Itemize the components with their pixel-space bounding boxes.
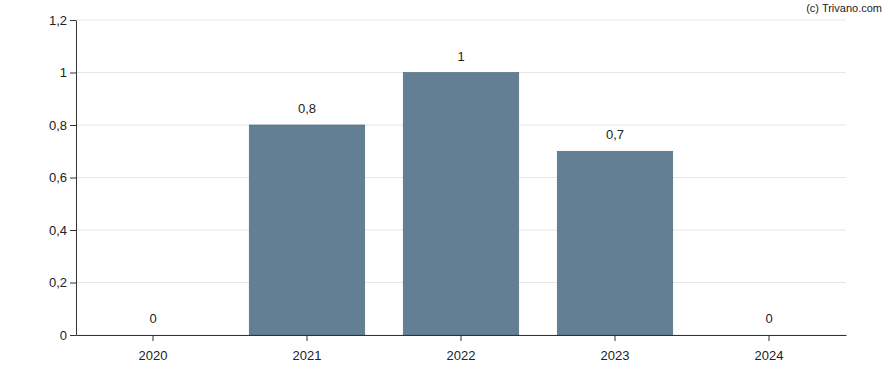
tick-mark bbox=[70, 178, 76, 179]
tick-mark bbox=[70, 125, 76, 126]
data-label: 0 bbox=[765, 311, 772, 326]
annotation: (c) Trivano.com bbox=[806, 2, 882, 14]
data-label: 0,8 bbox=[298, 101, 316, 116]
tick-mark bbox=[153, 335, 154, 341]
tick-label: 0,6 bbox=[49, 170, 67, 185]
grid-line bbox=[76, 20, 846, 21]
x-axis: 2020 2021 2022 2023 2024 bbox=[77, 335, 847, 363]
y-axis: 0 0,2 0,4 0,6 0,8 1 1,2 bbox=[49, 13, 77, 343]
tick-mark bbox=[70, 20, 76, 21]
tick-label: 0,8 bbox=[49, 118, 67, 133]
tick: 2024 bbox=[755, 335, 784, 363]
tick-mark bbox=[769, 335, 770, 341]
tick-mark bbox=[307, 335, 308, 341]
data-label: 0,7 bbox=[606, 127, 624, 142]
tick: 2023 bbox=[601, 335, 630, 363]
tick-mark bbox=[70, 283, 76, 284]
data-labels: 0 0,8 1 0,7 0 bbox=[149, 49, 772, 327]
tick: 1,2 bbox=[49, 13, 76, 28]
grid bbox=[76, 20, 846, 335]
tick-mark bbox=[70, 335, 76, 336]
tick-label: 2024 bbox=[755, 348, 784, 363]
bar bbox=[95, 335, 211, 336]
bar bbox=[711, 335, 827, 336]
tick-label: 0,2 bbox=[49, 275, 67, 290]
chart: 00,810,7000,20,40,60,811,220202021202220… bbox=[0, 0, 888, 370]
tick-mark bbox=[70, 230, 76, 231]
tick-label: 1 bbox=[60, 65, 67, 80]
tick: 0,4 bbox=[49, 223, 76, 238]
tick-label: 2022 bbox=[447, 348, 476, 363]
bar bbox=[403, 73, 519, 336]
tick: 2022 bbox=[447, 335, 476, 363]
tick-mark bbox=[461, 335, 462, 341]
tick-mark bbox=[70, 73, 76, 74]
tick: 1 bbox=[60, 65, 76, 80]
bars bbox=[249, 73, 673, 336]
bar bbox=[557, 151, 673, 335]
tick: 0,2 bbox=[49, 275, 76, 290]
tick-label: 0,4 bbox=[49, 223, 67, 238]
bar bbox=[249, 125, 365, 335]
tick: 0,8 bbox=[49, 118, 76, 133]
data-label: 1 bbox=[457, 49, 464, 64]
tick-label: 0 bbox=[60, 328, 67, 343]
data-label: 0 bbox=[149, 311, 156, 326]
tick-label: 2020 bbox=[139, 348, 168, 363]
tick: 0,6 bbox=[49, 170, 76, 185]
tick: 2021 bbox=[293, 335, 322, 363]
tick-label: 1,2 bbox=[49, 13, 67, 28]
tick: 2020 bbox=[139, 335, 168, 363]
tick-mark bbox=[615, 335, 616, 341]
axis-line bbox=[76, 21, 77, 336]
tick: 0 bbox=[60, 328, 76, 343]
tick-label: 2021 bbox=[293, 348, 322, 363]
tick-label: 2023 bbox=[601, 348, 630, 363]
